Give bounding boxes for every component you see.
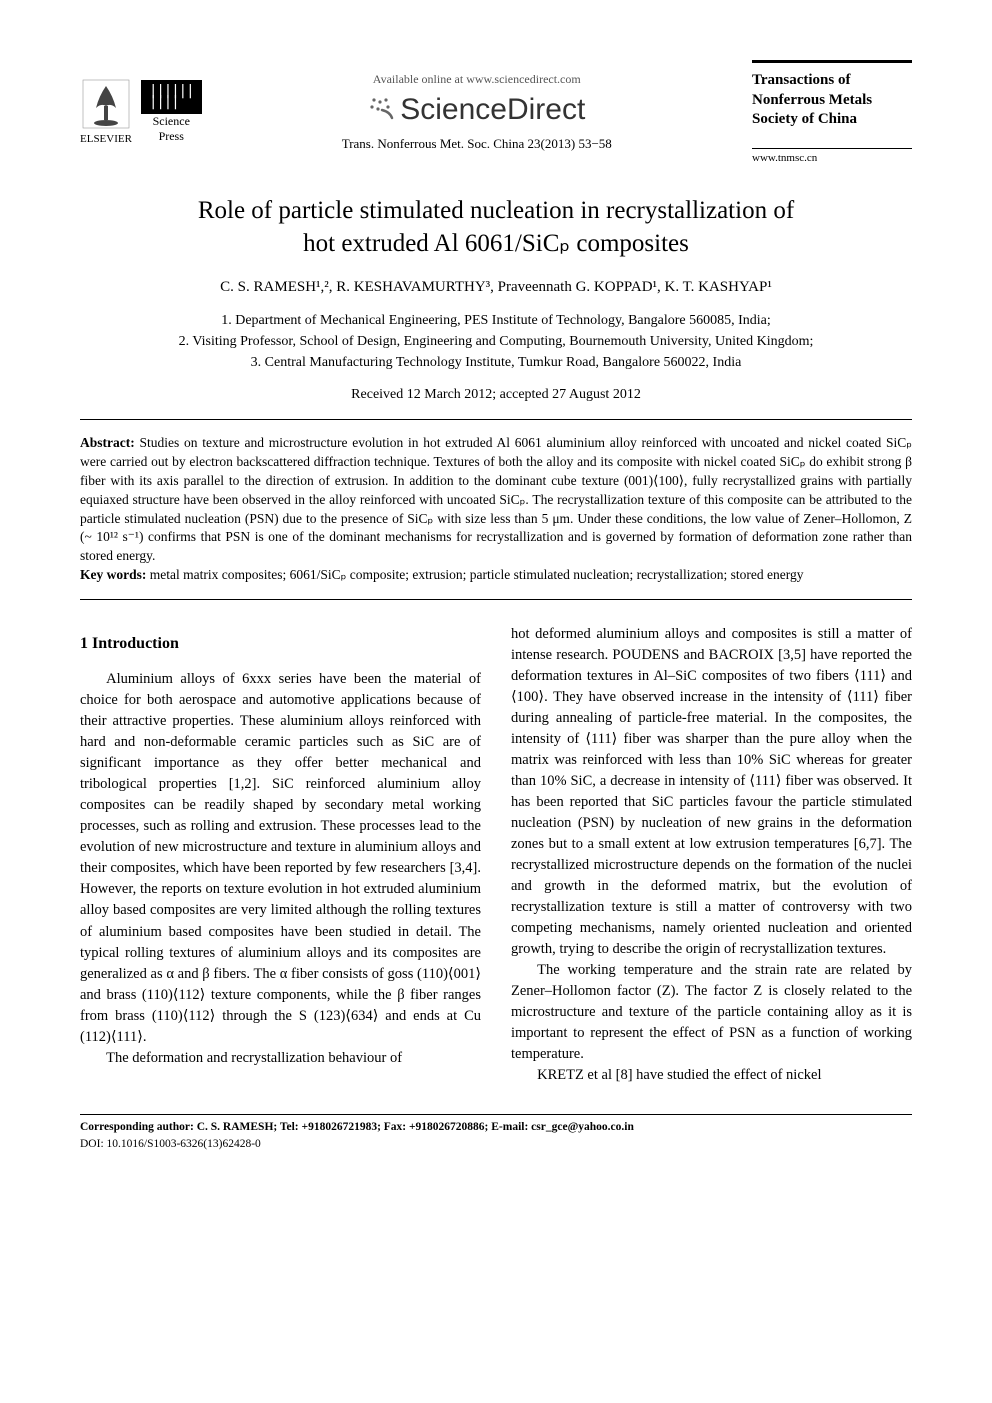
corresponding-author: Corresponding author: C. S. RAMESH; Tel:… — [80, 1121, 634, 1133]
received-accepted: Received 12 March 2012; accepted 27 Augu… — [80, 387, 912, 403]
keywords-text: metal matrix composites; 6061/SiCₚ compo… — [146, 567, 803, 582]
col2-para-2: The working temperature and the strain r… — [511, 960, 912, 1065]
article-title: Role of particle stimulated nucleation i… — [80, 194, 912, 262]
title-line1: Role of particle stimulated nucleation i… — [198, 197, 794, 224]
elsevier-tree-icon — [81, 78, 131, 133]
journal-name-line2: Nonferrous Metals — [752, 91, 912, 111]
abstract-block: Abstract: Studies on texture and microst… — [80, 434, 912, 585]
rule-bottom — [80, 599, 912, 600]
journal-name-line3: Society of China — [752, 110, 912, 130]
affiliation-3: 3. Central Manufacturing Technology Inst… — [80, 352, 912, 373]
footer: Corresponding author: C. S. RAMESH; Tel:… — [80, 1114, 912, 1151]
column-right: hot deformed aluminium alloys and compos… — [511, 624, 912, 1086]
col2-para-3: KRETZ et al [8] have studied the effect … — [511, 1065, 912, 1086]
journal-reference: Trans. Nonferrous Met. Soc. China 23(201… — [222, 136, 732, 152]
sciencedirect-text: ScienceDirect — [400, 93, 585, 126]
elsevier-logo: ELSEVIER — [80, 78, 132, 145]
sciencedirect-icon — [368, 94, 396, 128]
affiliation-2: 2. Visiting Professor, School of Design,… — [80, 331, 912, 352]
title-line2: hot extruded Al 6061/SiCₚ composites — [303, 230, 689, 257]
keywords-label: Key words: — [80, 567, 146, 582]
body-columns: 1 Introduction Aluminium alloys of 6xxx … — [80, 624, 912, 1086]
rule-top — [80, 419, 912, 420]
affiliations: 1. Department of Mechanical Engineering,… — [80, 310, 912, 373]
column-left: 1 Introduction Aluminium alloys of 6xxx … — [80, 624, 481, 1086]
section-1-heading: 1 Introduction — [80, 632, 481, 655]
journal-title-block: Transactions of Nonferrous Metals Societ… — [752, 60, 912, 164]
authors: C. S. RAMESH¹,², R. KESHAVAMURTHY³, Prav… — [80, 279, 912, 296]
science-press-logo: |||||| |||| Science Press — [141, 80, 202, 144]
science-label: Science — [153, 114, 190, 129]
doi: DOI: 10.1016/S1003-6326(13)62428-0 — [80, 1136, 912, 1152]
page-container: ELSEVIER |||||| |||| Science Press Avail… — [0, 0, 992, 1192]
header-row: ELSEVIER |||||| |||| Science Press Avail… — [80, 60, 912, 164]
abstract-text: Studies on texture and microstructure ev… — [80, 435, 912, 563]
col2-para-1: hot deformed aluminium alloys and compos… — [511, 624, 912, 960]
sciencedirect-logo: ScienceDirect — [222, 93, 732, 128]
abstract-label: Abstract: — [80, 435, 135, 450]
press-label: Press — [159, 129, 184, 144]
center-header: Available online at www.sciencedirect.co… — [202, 72, 752, 152]
available-online-text: Available online at www.sciencedirect.co… — [222, 72, 732, 87]
elsevier-label: ELSEVIER — [80, 133, 132, 145]
affiliation-1: 1. Department of Mechanical Engineering,… — [80, 310, 912, 331]
science-press-mark: |||||| |||| — [141, 80, 202, 114]
col1-para-2: The deformation and recrystallization be… — [80, 1048, 481, 1069]
journal-url: www.tnmsc.cn — [752, 148, 912, 164]
journal-name-line1: Transactions of — [752, 71, 912, 91]
publisher-logos: ELSEVIER |||||| |||| Science Press — [80, 78, 202, 145]
col1-para-1: Aluminium alloys of 6xxx series have bee… — [80, 669, 481, 1047]
